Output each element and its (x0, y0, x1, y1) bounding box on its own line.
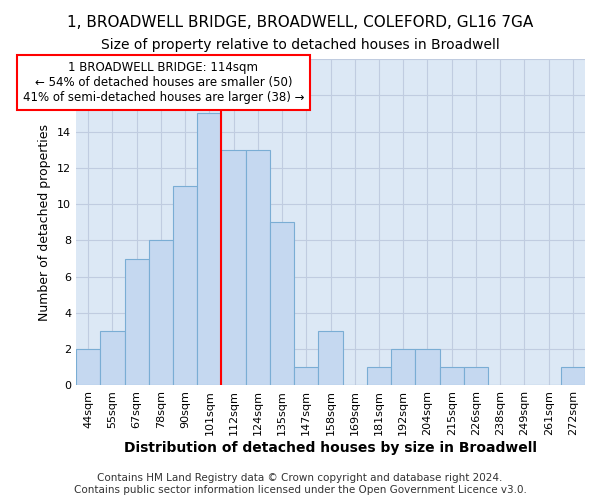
Y-axis label: Number of detached properties: Number of detached properties (38, 124, 52, 320)
Bar (100, 331, 125, 386)
Bar (76, 349, 100, 386)
Bar (245, 150, 270, 386)
Bar (125, 258, 149, 386)
Bar (415, 349, 440, 386)
Bar (367, 368, 391, 386)
Bar (319, 331, 343, 386)
Bar (197, 114, 221, 386)
Bar (391, 349, 415, 386)
Bar (294, 368, 319, 386)
Text: 1, BROADWELL BRIDGE, BROADWELL, COLEFORD, GL16 7GA: 1, BROADWELL BRIDGE, BROADWELL, COLEFORD… (67, 15, 533, 30)
Text: 1 BROADWELL BRIDGE: 114sqm
← 54% of detached houses are smaller (50)
41% of semi: 1 BROADWELL BRIDGE: 114sqm ← 54% of deta… (23, 61, 304, 104)
Bar (561, 368, 585, 386)
Bar (221, 150, 245, 386)
X-axis label: Distribution of detached houses by size in Broadwell: Distribution of detached houses by size … (124, 441, 537, 455)
Bar (464, 368, 488, 386)
Text: Contains HM Land Registry data © Crown copyright and database right 2024.
Contai: Contains HM Land Registry data © Crown c… (74, 474, 526, 495)
Bar (173, 186, 197, 386)
Text: Size of property relative to detached houses in Broadwell: Size of property relative to detached ho… (101, 38, 499, 52)
Bar (270, 222, 294, 386)
Bar (440, 368, 464, 386)
Bar (149, 240, 173, 386)
